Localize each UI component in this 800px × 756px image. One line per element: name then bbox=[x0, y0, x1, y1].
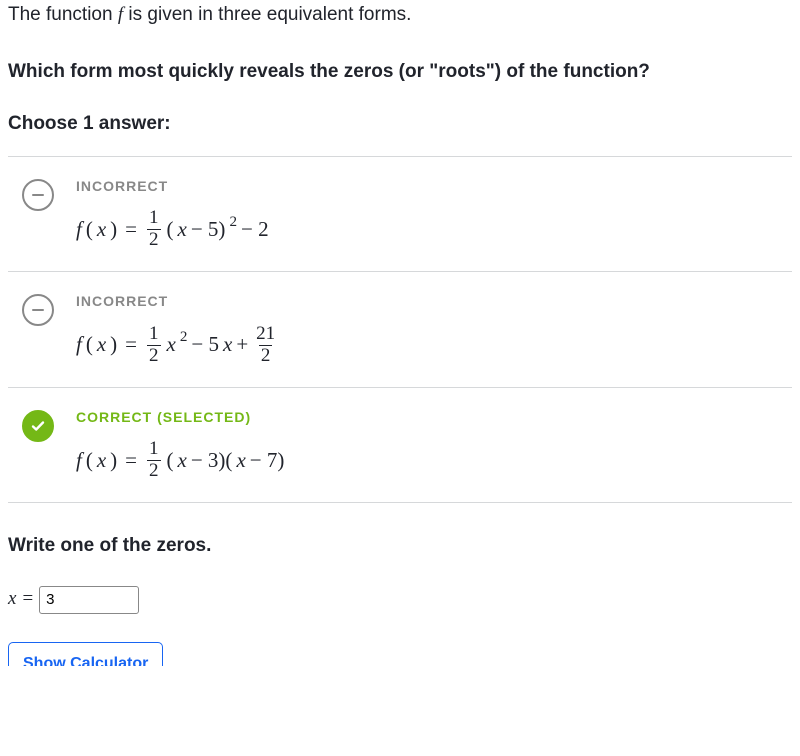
answer-option-c[interactable]: CORRECT (SELECTED) f(x) = 1 2 (x − 3)(x … bbox=[8, 388, 792, 503]
equals-sign: = bbox=[22, 586, 33, 613]
fraction: 1 2 bbox=[147, 439, 161, 482]
answer-body: CORRECT (SELECTED) f(x) = 1 2 (x − 3)(x … bbox=[76, 408, 782, 482]
fraction: 1 2 bbox=[147, 208, 161, 251]
equation-vertex-form: f(x) = 1 2 (x − 5)2 − 2 bbox=[76, 208, 782, 251]
answer-body: INCORRECT f(x) = 1 2 (x − 5)2 − 2 bbox=[76, 177, 782, 251]
intro-pre: The function bbox=[8, 4, 118, 25]
answer-body: INCORRECT f(x) = 1 2 x2 − 5x + 21 2 bbox=[76, 292, 782, 366]
radio-incorrect-icon bbox=[22, 179, 54, 211]
question-text: Which form most quickly reveals the zero… bbox=[8, 59, 792, 86]
equation-factored-form: f(x) = 1 2 (x − 3)(x − 7) bbox=[76, 439, 782, 482]
zero-input[interactable] bbox=[39, 586, 139, 614]
write-zero-prompt: Write one of the zeros. bbox=[8, 533, 792, 560]
answer-option-b[interactable]: INCORRECT f(x) = 1 2 x2 − 5x + 21 2 bbox=[8, 272, 792, 387]
radio-correct-icon bbox=[22, 410, 54, 442]
answer-list: INCORRECT f(x) = 1 2 (x − 5)2 − 2 INCORR… bbox=[8, 156, 792, 503]
status-label: CORRECT (SELECTED) bbox=[76, 408, 782, 428]
intro-text: The function f is given in three equival… bbox=[8, 2, 792, 29]
intro-post: is given in three equivalent forms. bbox=[123, 4, 411, 25]
status-label: INCORRECT bbox=[76, 177, 782, 197]
choose-label: Choose 1 answer: bbox=[8, 111, 792, 138]
status-label: INCORRECT bbox=[76, 292, 782, 312]
x-var: x bbox=[8, 586, 16, 613]
zero-input-row: x = bbox=[8, 586, 792, 614]
answer-option-a[interactable]: INCORRECT f(x) = 1 2 (x − 5)2 − 2 bbox=[8, 157, 792, 272]
fraction: 21 2 bbox=[254, 324, 277, 367]
fraction: 1 2 bbox=[147, 324, 161, 367]
radio-incorrect-icon bbox=[22, 294, 54, 326]
equation-standard-form: f(x) = 1 2 x2 − 5x + 21 2 bbox=[76, 324, 782, 367]
show-calculator-button[interactable]: Show Calculator bbox=[8, 642, 163, 666]
